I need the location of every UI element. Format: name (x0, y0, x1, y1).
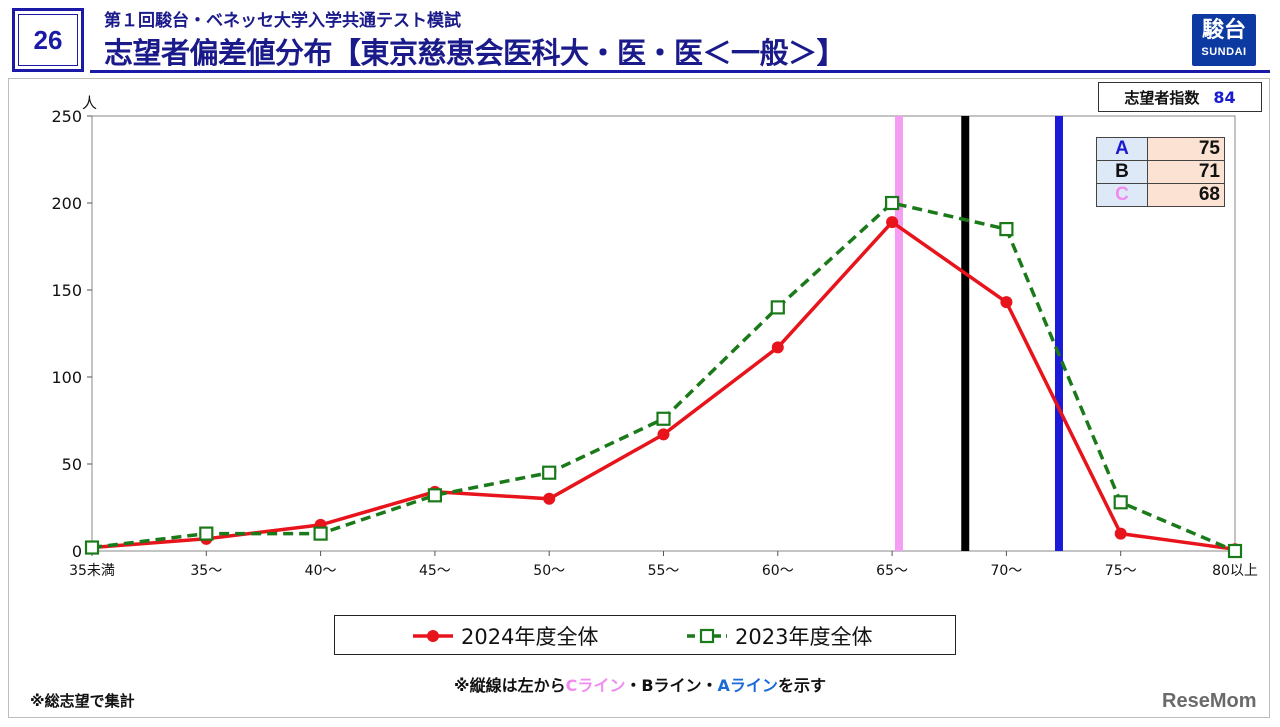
x-tick-label: 35～ (190, 563, 222, 579)
x-tick-label: 45～ (419, 563, 451, 579)
logo-bottom-text: SUNDAI (1201, 46, 1247, 58)
x-tick-label: 80以上 (1212, 563, 1258, 579)
title-divider (90, 70, 1270, 73)
legend-label-0: 2024年度全体 (461, 625, 598, 649)
line-score-table: A 75 B 71 C 68 (1096, 137, 1225, 207)
x-tick-label: 60～ (762, 563, 794, 579)
series-line-0 (91, 219, 1236, 552)
series-1-point (84, 540, 100, 555)
chart-frame (8, 78, 1270, 718)
y-tick-label: 0 (72, 542, 82, 561)
note-c-line: Cライン (565, 676, 626, 695)
slide-number: 26 (12, 8, 84, 72)
series-1-point (1227, 543, 1243, 559)
legend-marker-1 (699, 628, 715, 644)
footnote: ※総志望で集計 (30, 692, 135, 710)
series-line-1 (91, 201, 1236, 553)
series-1-point (199, 526, 214, 541)
series-0-point (543, 492, 556, 505)
series-0-point (1000, 296, 1013, 309)
plot-area (91, 115, 1236, 552)
x-tick-label: 70～ (990, 563, 1022, 579)
y-tick-label: 100 (51, 368, 82, 387)
y-tick-label: 250 (51, 107, 82, 126)
series-1-point (656, 411, 671, 426)
series-0-point (886, 216, 899, 229)
line-value-b: 71 (1147, 160, 1225, 184)
series-1-point (770, 300, 785, 315)
sundai-logo: 駿台 SUNDAI (1192, 14, 1256, 66)
line-value-a: 75 (1147, 137, 1225, 161)
legend-label-1: 2023年度全体 (735, 625, 872, 649)
x-tick-label: 55～ (648, 563, 680, 579)
line-row-c: C 68 (1096, 183, 1225, 207)
x-tick-label: 35未満 (69, 563, 115, 579)
note-b-line: ・Bライン・ (625, 676, 718, 695)
series-1-point (999, 222, 1014, 237)
series-1-point (313, 526, 328, 541)
series-0-point (1114, 527, 1127, 540)
note-suffix: を示す (777, 676, 826, 695)
series-0-point (657, 428, 670, 441)
line-label-a: A (1096, 137, 1148, 161)
series-0-point (771, 341, 784, 354)
line-label-c: C (1096, 183, 1148, 207)
note-a-line: Aライン (717, 676, 778, 695)
series-1-point (427, 488, 442, 503)
series-1-point (884, 195, 900, 211)
x-tick-label: 65～ (876, 563, 908, 579)
series-1-point (1113, 495, 1128, 510)
note-prefix: ※縦線は左から (454, 676, 566, 695)
line-value-c: 68 (1147, 183, 1225, 207)
page-title: 志望者偏差値分布【東京慈恵会医科大・医・医＜一般＞】 (104, 36, 846, 70)
line-row-a: A 75 (1096, 137, 1225, 161)
applicant-index-box: 志望者指数 84 (1098, 82, 1262, 112)
x-tick-label: 75～ (1105, 563, 1137, 579)
legend-marker-0 (427, 630, 439, 642)
y-tick-label: 50 (62, 455, 82, 474)
logo-top-text: 駿台 (1201, 17, 1246, 42)
y-tick-label: 150 (51, 281, 82, 300)
vertical-line-note: ※縦線は左からCライン・Bライン・Aラインを示す (0, 672, 1280, 696)
series-1-point (542, 465, 557, 480)
y-axis-unit: 人 (82, 94, 97, 112)
resemom-watermark: ReseMom (1162, 690, 1257, 712)
x-tick-label: 50～ (533, 563, 565, 579)
chart-legend: 2024年度全体 2023年度全体 (334, 615, 956, 655)
page-subtitle: 第１回駿台・ベネッセ大学入学共通テスト模試 (104, 11, 461, 31)
applicant-index-label: 志望者指数 (1124, 88, 1200, 107)
legend-graphics: 2024年度全体 2023年度全体 (413, 625, 872, 649)
applicant-index-value: 84 (1213, 87, 1236, 107)
x-tick-label: 40～ (305, 563, 337, 579)
y-tick-label: 200 (51, 194, 82, 213)
line-row-b: B 71 (1096, 160, 1225, 184)
line-label-b: B (1096, 160, 1148, 184)
